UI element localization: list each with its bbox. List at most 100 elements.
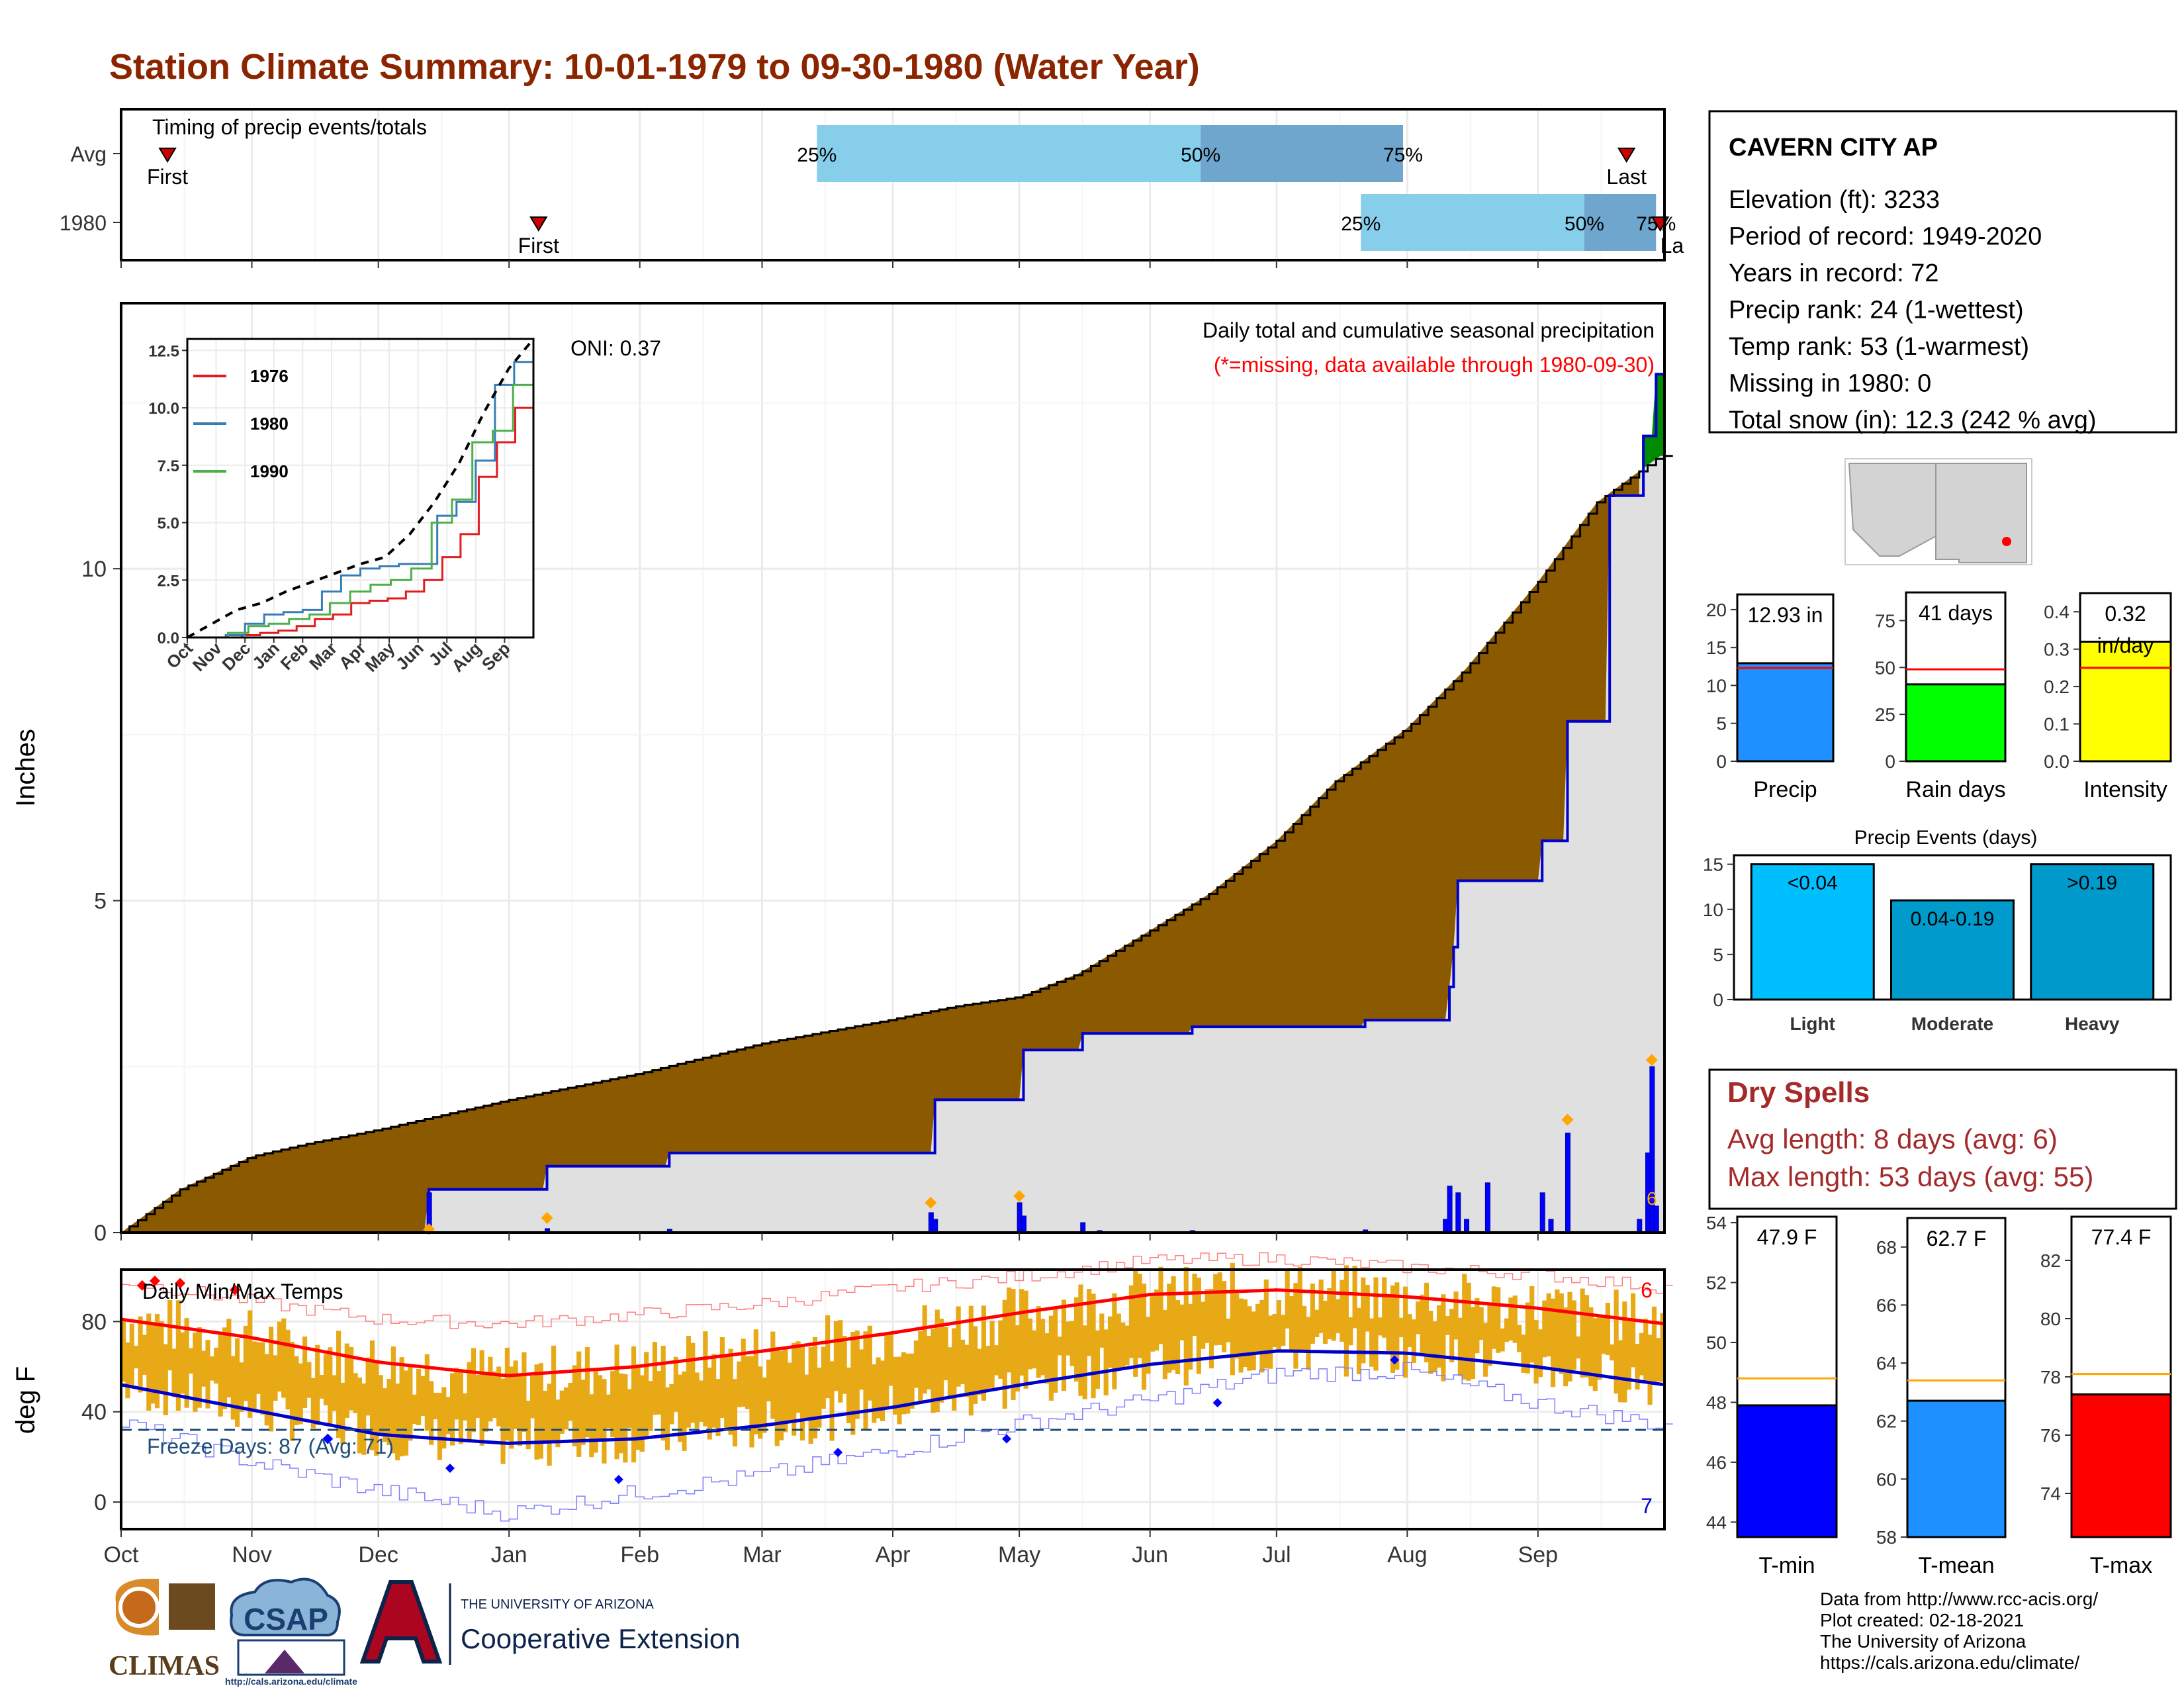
summary-y-tick-label: 50	[1706, 1333, 1727, 1353]
daily-temp-bar	[1340, 1280, 1345, 1342]
daily-temp-bar	[1457, 1317, 1463, 1376]
daily-temp-bar	[1116, 1313, 1121, 1372]
station-name: CAVERN CITY AP	[1729, 134, 1938, 162]
daily-temp-bar	[584, 1347, 590, 1438]
daily-temp-bar	[669, 1383, 674, 1425]
daily-temp-bar	[1023, 1290, 1028, 1389]
daily-temp-bar	[724, 1354, 729, 1429]
daily-temp-bar	[817, 1368, 822, 1428]
daily-temp-bar	[437, 1393, 443, 1460]
daily-temp-bar	[1263, 1279, 1269, 1369]
record-max-line	[121, 1252, 1673, 1329]
daily-temp-bar	[180, 1332, 185, 1394]
daily-temp-bar	[715, 1379, 721, 1436]
daily-temp-bar	[1112, 1293, 1117, 1389]
daily-temp-bar	[361, 1383, 367, 1455]
summary-category-label: T-max	[2090, 1553, 2152, 1578]
daily-temp-bar	[1343, 1265, 1349, 1377]
temp-record-marker	[136, 1280, 148, 1291]
daily-temp-bar	[1019, 1289, 1024, 1376]
daily-temp-bar	[922, 1305, 927, 1394]
summary-y-tick-label: 54	[1706, 1213, 1727, 1233]
first-event-marker	[529, 216, 548, 232]
summary-y-tick-label: 75	[1875, 611, 1895, 632]
daily-temp-bar	[1073, 1297, 1079, 1382]
daily-temp-bar	[218, 1335, 223, 1417]
summary-bar-Intensity	[2079, 640, 2172, 763]
daily-temp-bar	[968, 1305, 974, 1416]
surplus-area-fill	[1643, 374, 1664, 469]
daily-temp-bar	[804, 1374, 809, 1421]
daily-precip-bar	[1484, 1182, 1490, 1233]
daily-temp-bar	[429, 1381, 434, 1445]
daily-temp-bar	[926, 1336, 932, 1389]
footer-line: The University of Arizona	[1820, 1631, 2026, 1652]
daily-temp-bar	[332, 1375, 337, 1411]
daily-temp-bar	[509, 1366, 514, 1449]
inset-series-1980	[187, 341, 535, 639]
daily-temp-bar	[943, 1327, 948, 1381]
daily-temp-bar	[985, 1346, 991, 1391]
daily-temp-bar	[1428, 1311, 1433, 1374]
daily-temp-bar	[1137, 1274, 1142, 1358]
summary-y-tick-label: 48	[1706, 1392, 1727, 1413]
events-bar	[2030, 863, 2155, 1001]
summary-value-label: 41 days	[1919, 601, 1993, 625]
inset-series-1990	[187, 339, 535, 639]
daily-temp-bar	[947, 1347, 953, 1398]
daily-temp-bar	[1386, 1297, 1391, 1351]
daily-temp-bar	[171, 1348, 177, 1397]
daily-temp-bar	[488, 1356, 493, 1422]
inset-y-tick-label: 7.5	[158, 457, 179, 475]
events-bar	[1750, 863, 1875, 1001]
daily-temp-bar	[1656, 1338, 1661, 1382]
daily-temp-bar	[614, 1344, 619, 1460]
daily-temp-bar	[1521, 1335, 1526, 1373]
daily-temp-bar	[867, 1325, 872, 1401]
daily-temp-bar	[239, 1362, 244, 1412]
daily-temp-bar	[1365, 1285, 1370, 1332]
daily-temp-bar	[1496, 1287, 1501, 1353]
daily-temp-bar	[952, 1328, 957, 1411]
daily-temp-bar	[893, 1356, 898, 1415]
daily-temp-bar	[543, 1390, 548, 1441]
daily-temp-bar	[635, 1364, 641, 1450]
daily-temp-bar	[285, 1329, 291, 1410]
daily-temp-bar	[534, 1364, 539, 1460]
daily-temp-bar	[821, 1346, 826, 1409]
daily-temp-bar	[222, 1327, 228, 1409]
ua-extension: Cooperative Extension	[461, 1623, 741, 1654]
daily-temp-bar	[1318, 1279, 1324, 1333]
daily-temp-bar	[302, 1336, 308, 1408]
events-bar-label: 0.04-0.19	[1911, 908, 1995, 930]
daily-temp-bar	[766, 1359, 772, 1401]
daily-temp-bar	[1373, 1277, 1379, 1371]
daily-temp-bar	[593, 1370, 598, 1453]
daily-temp-bar	[412, 1394, 417, 1425]
daily-temp-bar	[1107, 1316, 1113, 1368]
daily-temp-bar	[551, 1345, 557, 1442]
daily-temp-bar	[138, 1316, 143, 1393]
daily-temp-bar	[1491, 1286, 1496, 1349]
daily-temp-bar	[1369, 1318, 1375, 1367]
daily-temp-bar	[129, 1323, 134, 1386]
daily-temp-bar	[1095, 1330, 1101, 1389]
daily-temp-bar	[568, 1382, 573, 1421]
summary-y-tick-label: 64	[1876, 1353, 1897, 1374]
daily-temp-bar	[580, 1380, 586, 1445]
temp-record-low-marker	[1390, 1355, 1400, 1365]
daily-temp-bar	[1099, 1313, 1105, 1348]
summary-value-label: 0.32	[2105, 602, 2146, 626]
daily-temp-bar	[369, 1340, 375, 1450]
events-category-label: Moderate	[1911, 1013, 1993, 1034]
daily-temp-bar	[1390, 1285, 1396, 1374]
daily-temp-bar	[454, 1368, 459, 1420]
events-title: Precip Events (days)	[1854, 827, 2038, 849]
daily-temp-bar	[825, 1315, 831, 1399]
daily-temp-bar	[298, 1363, 303, 1425]
inset-series-Avg	[187, 338, 535, 639]
daily-temp-bar	[1631, 1293, 1636, 1368]
timing-bar-25-50	[1361, 194, 1584, 251]
daily-temp-bar	[1411, 1319, 1416, 1363]
first-event-label: First	[147, 165, 188, 189]
